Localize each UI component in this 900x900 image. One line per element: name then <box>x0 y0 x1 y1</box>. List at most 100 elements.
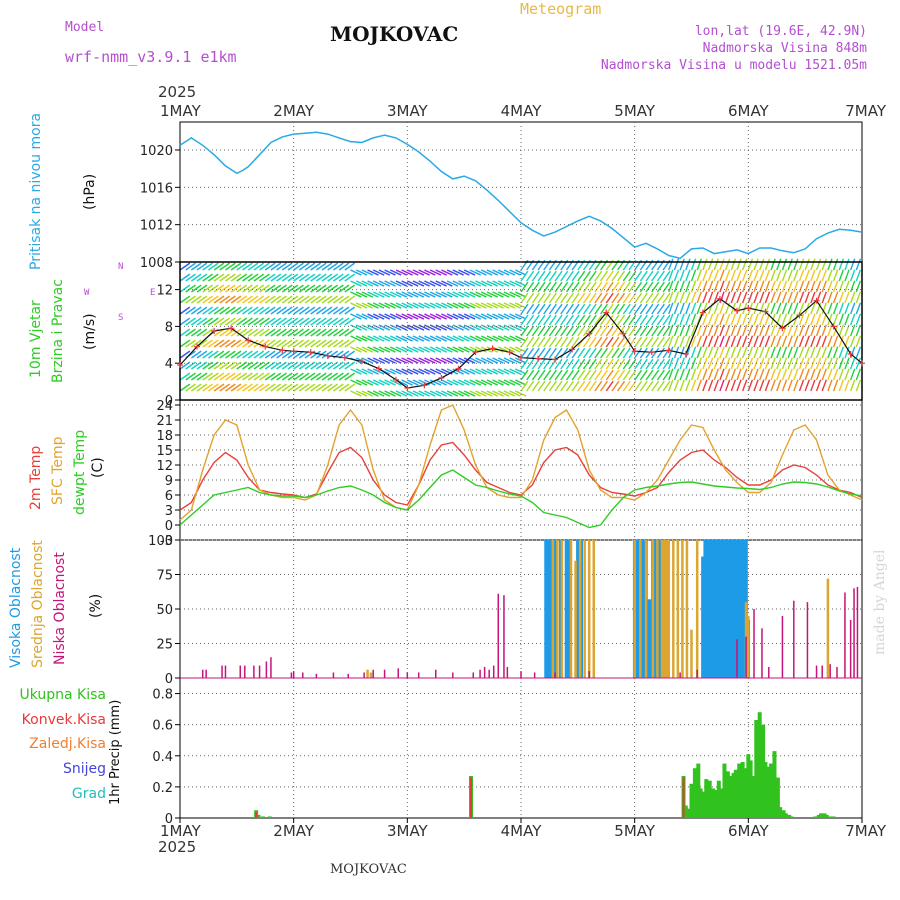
wind-arrow <box>628 358 637 370</box>
cloud-low-bar <box>829 664 831 678</box>
cloud-high-bar <box>739 540 744 678</box>
wind-arrow <box>463 335 476 342</box>
wind-arrow <box>673 280 680 293</box>
wind-arrow <box>389 335 402 342</box>
wind-arrow <box>713 258 719 271</box>
wind-arrow <box>685 258 691 271</box>
compass-n: N <box>118 262 124 272</box>
wind-arrow <box>696 335 702 348</box>
wind-arrow <box>656 369 665 381</box>
wind-arrow <box>849 258 856 271</box>
wind-arrow <box>372 390 385 397</box>
wind-arrow <box>281 339 293 348</box>
wind-arrow <box>344 306 356 315</box>
wind-arrow <box>753 280 759 293</box>
cloud-low-bar <box>435 669 437 678</box>
wind-arrow <box>452 280 464 287</box>
wind-arrow <box>333 284 344 293</box>
precip-total-bar <box>783 813 788 818</box>
wind-arrow <box>594 369 603 381</box>
wind-arrow <box>327 372 338 381</box>
wind-arrow <box>622 369 631 381</box>
wind-arrow <box>685 324 691 337</box>
wind-arrow <box>764 346 771 359</box>
precip-total-bar <box>707 780 712 818</box>
wind-arrow <box>759 324 765 337</box>
wind-arrow <box>384 357 396 364</box>
wind-arrow <box>537 303 546 315</box>
wind-arrow <box>599 336 609 348</box>
wind-arrow <box>480 269 493 276</box>
wind-arrow <box>662 314 671 326</box>
wind-arrow <box>702 313 708 326</box>
wind-arrow <box>361 324 374 331</box>
wind-arrow <box>656 303 665 315</box>
wind-arrow <box>429 324 442 331</box>
wind-arrow <box>429 291 442 298</box>
wind-arrow <box>429 357 442 364</box>
wind-arrow <box>844 302 850 315</box>
wind-arrow <box>668 379 674 392</box>
wind-arrow <box>724 346 731 359</box>
wind-arrow <box>645 314 654 326</box>
wind-arrow <box>213 306 225 315</box>
wind-arrow <box>287 383 299 392</box>
wind-arrow <box>259 372 270 381</box>
wind-arrow <box>804 258 810 271</box>
wind-arrow <box>634 336 643 348</box>
cloud-low-bar <box>332 672 335 678</box>
wind-arrow <box>617 303 626 315</box>
wind-arrow <box>276 383 287 392</box>
wind-arrow <box>236 383 248 392</box>
wind-arrow <box>270 383 282 392</box>
wind-arrow <box>401 313 413 320</box>
wind-arrow <box>679 335 685 348</box>
wind-arrow <box>236 317 248 326</box>
wind-arrow <box>656 325 665 337</box>
wind-arrow <box>378 390 391 397</box>
wind-arrow <box>520 369 529 381</box>
wind-arrow <box>475 324 487 331</box>
wind-arrow <box>412 357 425 364</box>
wind-arrow <box>588 292 597 304</box>
precip-total-bar <box>763 762 768 818</box>
wind-arrow <box>315 328 327 337</box>
wind-arrow <box>741 335 748 348</box>
wind-arrow <box>230 273 242 282</box>
wind-arrow <box>486 368 499 375</box>
cloud-low-bar <box>533 672 536 678</box>
wind-arrow <box>293 295 304 304</box>
wind-arrow <box>719 357 725 370</box>
wind-arrow <box>724 280 731 293</box>
wind-arrow <box>281 262 293 271</box>
wind-arrow <box>298 284 310 293</box>
precip-total-bar <box>731 772 736 818</box>
wind-arrow <box>310 383 321 392</box>
wind-arrow <box>753 335 759 348</box>
wind-arrow <box>486 302 499 309</box>
wind-arrow <box>463 291 476 298</box>
wind-arrow <box>247 284 259 293</box>
wind-arrow <box>446 280 459 287</box>
wind-arrow <box>242 317 253 326</box>
wind-arrow <box>759 291 765 304</box>
wind-arrow <box>804 368 810 381</box>
wind-arrow <box>395 291 408 298</box>
wind-arrow <box>787 357 793 370</box>
wind-arrow <box>407 324 419 331</box>
wind-arrow <box>815 269 822 282</box>
wind-arrow <box>389 280 402 287</box>
wind-arrow <box>304 262 316 271</box>
wind-arrow <box>565 281 574 293</box>
wind-arrow <box>707 357 714 370</box>
wind-arrow <box>497 269 510 276</box>
wind-arrow <box>310 361 321 370</box>
wind-arrow <box>531 369 540 381</box>
wind-arrow <box>793 324 799 337</box>
cloud-mid-bar <box>574 560 577 678</box>
wind-arrow <box>548 369 557 381</box>
wind-arrow <box>298 328 310 337</box>
wind-arrow <box>452 390 464 397</box>
wind-arrow <box>378 302 391 309</box>
wind-arrow <box>804 357 810 370</box>
